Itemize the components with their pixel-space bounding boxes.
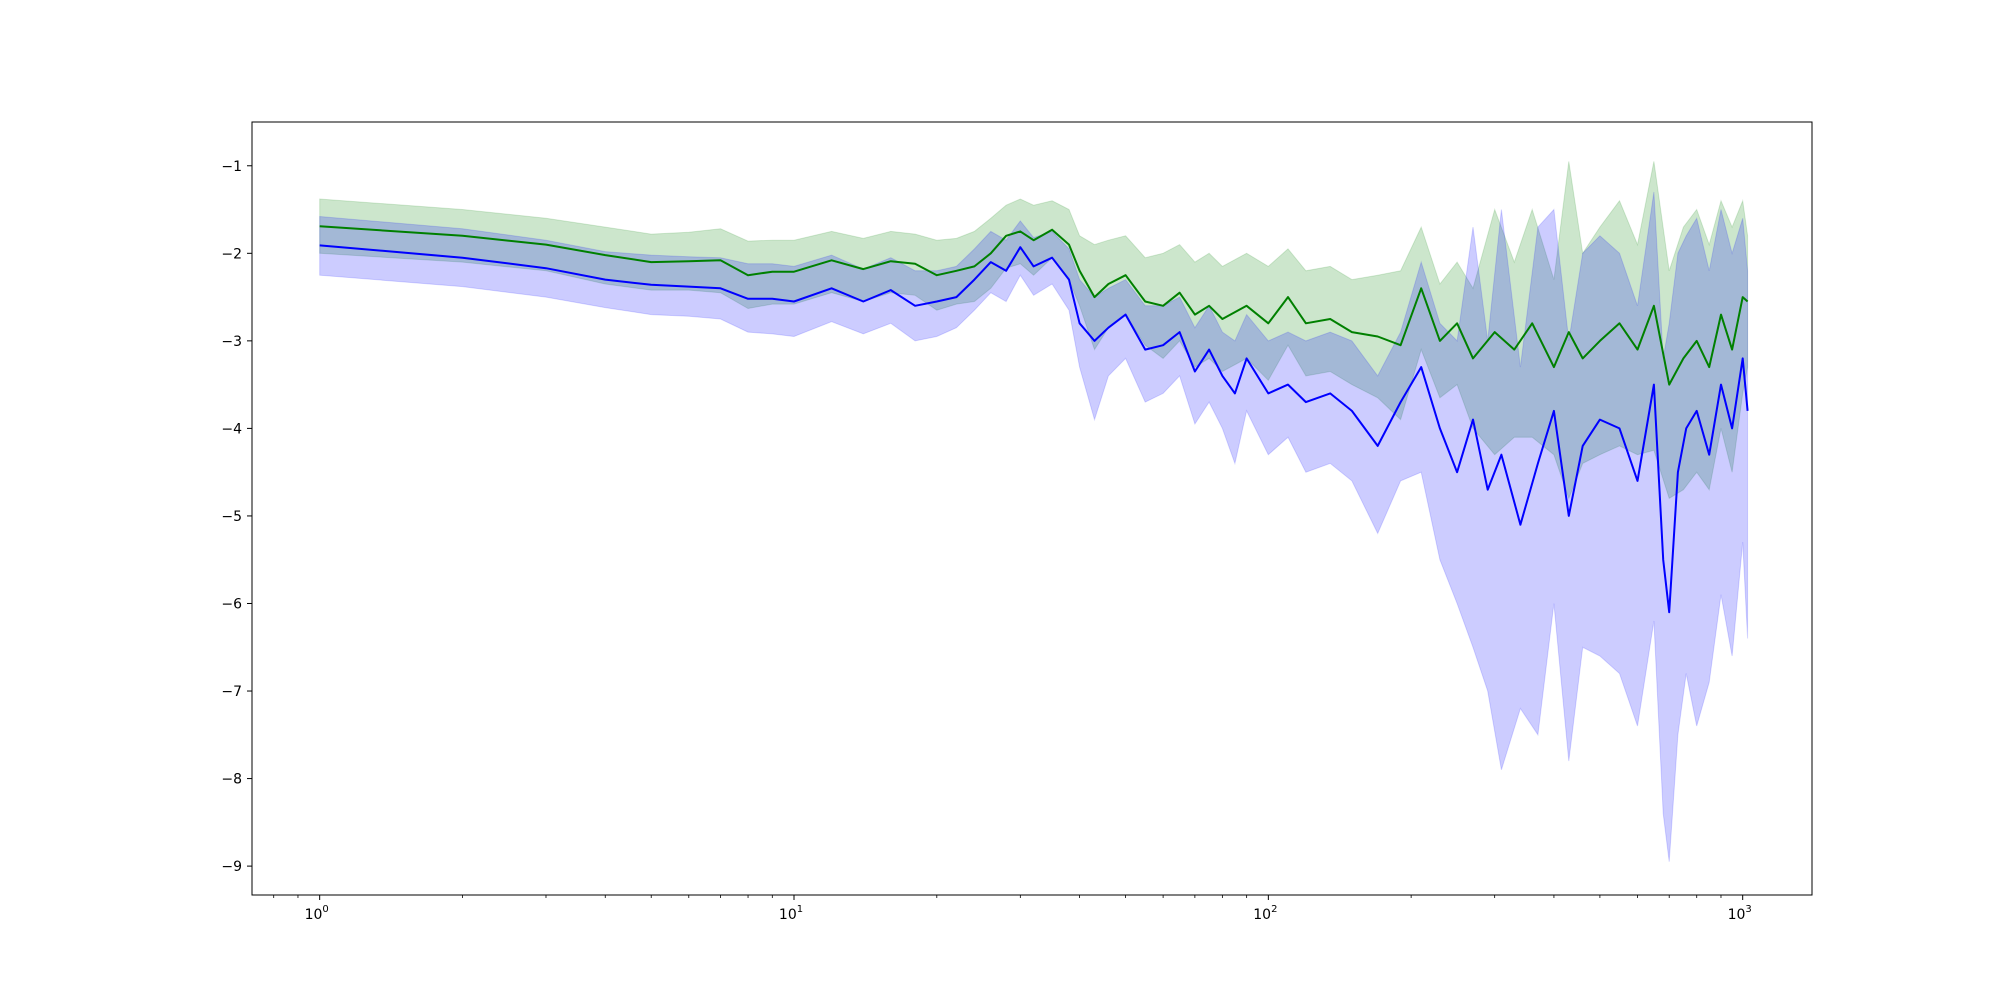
y-tick-label: −4 [221,421,242,437]
y-tick-label: −5 [221,509,242,525]
y-tick-label: −9 [221,859,242,875]
series-1-band [319,161,1749,500]
series-1-line [319,225,1749,386]
y-tick-label: −6 [221,596,242,612]
y-tick-label: −8 [221,772,242,788]
x-tick-exponent: 1 [797,904,803,915]
x-tick-exponent: 2 [1271,904,1277,915]
plot-area [319,161,1749,862]
x-tick-exponent: 3 [1745,904,1751,915]
x-tick-exponent: 0 [322,904,328,915]
series-group [319,161,1749,862]
plot-frame [251,121,1813,896]
y-tick-label: −1 [221,159,242,175]
series-2-band [319,191,1749,862]
y-tick-label: −2 [221,246,242,262]
series-2-line [319,244,1749,614]
y-tick-label: −7 [221,684,242,700]
y-tick-label: −3 [221,334,242,350]
